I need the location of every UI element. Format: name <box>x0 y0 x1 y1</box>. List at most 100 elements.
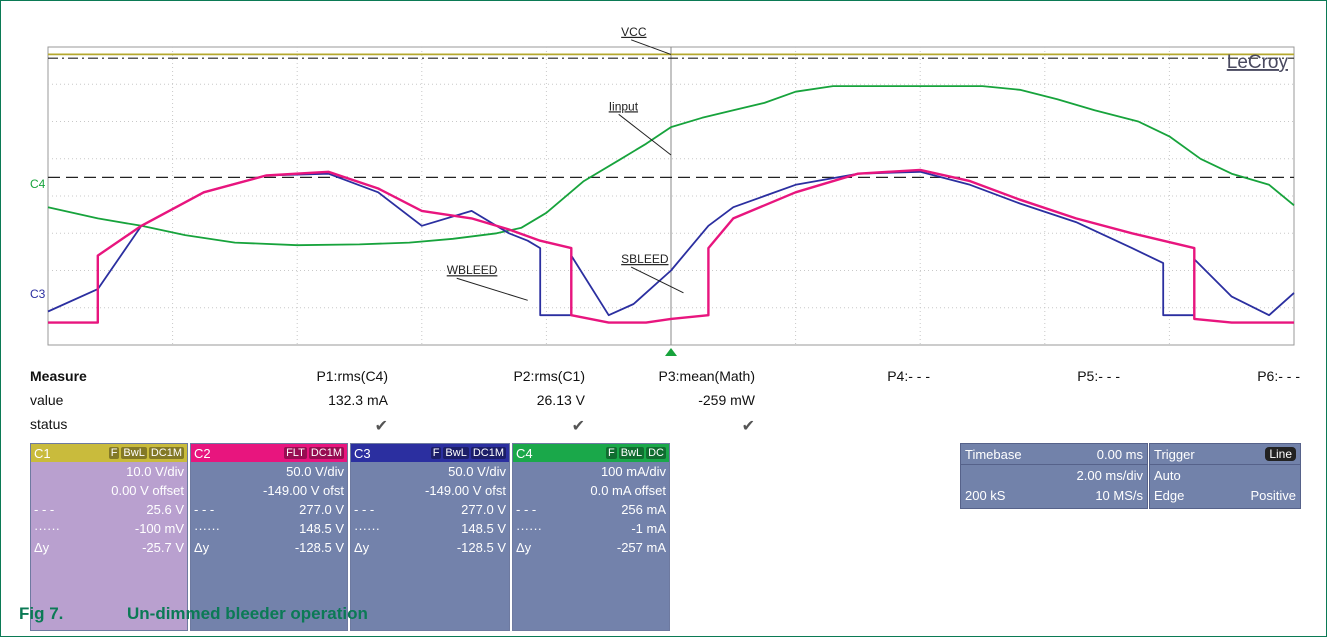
param-name-p5[interactable]: P5:- - - <box>1077 368 1120 384</box>
channel-offset: 0.0 mA offset <box>590 483 666 498</box>
dash-line-icon: - - - <box>34 502 55 517</box>
channel-scale: 100 mA/div <box>600 464 666 479</box>
timebase-label: Timebase <box>965 446 1022 462</box>
channel-dash2-value: -100 mV <box>134 521 184 536</box>
channel-scale: 50.0 V/div <box>448 464 506 479</box>
channel-tag: F <box>430 447 442 459</box>
channel-tag: FLT <box>284 447 307 459</box>
channel-dash1-value: 25.6 V <box>146 502 184 517</box>
param-name-p2[interactable]: P2:rms(C1) <box>513 368 585 384</box>
trace-wbleed <box>47 170 1295 317</box>
annotation-leader-iinput <box>618 113 672 156</box>
channel-dash2-value: 148.5 V <box>461 521 506 536</box>
channel-label: C2 <box>194 445 211 461</box>
param-value-p1: 132.3 mA <box>328 392 388 408</box>
check-icon-p3: ✔ <box>741 418 755 435</box>
timebase-delay: 0.00 ms <box>1096 446 1143 462</box>
trigger-label: Trigger <box>1154 446 1195 462</box>
dash-line-icon: - - - <box>194 502 215 517</box>
dotted-line-icon: ······ <box>354 521 380 536</box>
brand-logo: LeCroy <box>1227 52 1289 73</box>
annotation-wbleed: WBLEED <box>447 263 498 277</box>
channel-tag: BwL <box>443 447 469 459</box>
channel-offset: -149.00 V ofst <box>263 483 344 498</box>
measure-status-label: status <box>30 416 68 432</box>
timebase-samples: 200 kS <box>965 487 1006 503</box>
dotted-line-icon: ······ <box>194 521 220 536</box>
timebase-rate: 10 MS/s <box>1095 487 1143 503</box>
scope-display: VCC Iinput WBLEED SBLEED LeCroy C4 C3 <box>30 25 1295 356</box>
channel-tag: BwL <box>618 447 645 459</box>
dotted-line-icon: ······ <box>516 521 542 536</box>
annotation-leader-wbleed <box>456 277 528 301</box>
channel-marker-c4: C4 <box>30 177 46 191</box>
channel-dash2-value: -1 mA <box>631 521 666 536</box>
check-icon-p1: ✔ <box>374 418 388 435</box>
channel-delta-value: -257 mA <box>616 540 666 555</box>
annotation-leader-sbleed <box>630 266 684 294</box>
param-name-p4[interactable]: P4:- - - <box>887 368 930 384</box>
channel-tag: DC <box>646 447 666 459</box>
param-value-p2: 26.13 V <box>536 392 585 408</box>
annotation-sbleed: SBLEED <box>621 252 669 266</box>
trigger-slope: Positive <box>1250 487 1296 503</box>
trigger-type: Edge <box>1154 487 1185 503</box>
channel-delta-label: Δy <box>516 540 532 555</box>
measure-value-label: value <box>30 392 64 408</box>
trigger-mode: Auto <box>1154 467 1181 483</box>
measure-value-row: value 132.3 mA 26.13 V -259 mW <box>30 392 1300 412</box>
param-value-p3: -259 mW <box>698 392 755 408</box>
channel-label: C3 <box>354 445 371 461</box>
figure-number: Fig 7. <box>19 604 64 623</box>
timebase-per-div: 2.00 ms/div <box>1076 467 1143 483</box>
channel-label: C1 <box>34 445 51 461</box>
channel-delta-value: -128.5 V <box>294 540 344 555</box>
channel-delta-label: Δy <box>354 540 370 555</box>
measure-heading: Measure <box>30 368 87 384</box>
timebase-box[interactable]: Timebase 0.00 ms 2.00 ms/div 200 kS 10 M… <box>960 443 1148 509</box>
measure-panel: Measure P1:rms(C4) P2:rms(C1) P3:mean(Ma… <box>30 368 1300 436</box>
channel-delta-label: Δy <box>194 540 210 555</box>
channel-tag: DC1M <box>470 447 506 459</box>
channel-delta-label: Δy <box>34 540 50 555</box>
channel-delta-value: -128.5 V <box>456 540 506 555</box>
channel-box-2[interactable]: C2 FLT DC1M 50.0 V/div -149.00 V ofst - - - 27… <box>190 443 348 631</box>
trace-sbleed <box>48 168 1294 324</box>
figure-caption: Fig 7. Un-dimmed bleeder operation <box>19 604 368 624</box>
trace-iinput <box>47 85 1295 247</box>
channel-tag: DC1M <box>148 447 184 459</box>
channel-tag: F <box>605 447 617 459</box>
trigger-box[interactable]: Trigger Line Auto Edge Positive <box>1149 443 1301 509</box>
channel-offset: -149.00 V ofst <box>425 483 506 498</box>
scope-grid <box>48 47 1294 345</box>
channel-delta-value: -25.7 V <box>142 540 184 555</box>
channel-dash1-value: 277.0 V <box>299 502 344 517</box>
measure-header-row: Measure P1:rms(C4) P2:rms(C1) P3:mean(Ma… <box>30 368 1300 388</box>
param-name-p3[interactable]: P3:mean(Math) <box>658 368 755 384</box>
figure-title: Un-dimmed bleeder operation <box>127 604 368 623</box>
param-name-p1[interactable]: P1:rms(C4) <box>316 368 388 384</box>
channel-box-1[interactable]: C1 F BwL DC1M 10.0 V/div 0.00 V offset - - - 25… <box>30 443 188 631</box>
dash-line-icon: - - - <box>516 502 537 517</box>
channel-scale: 50.0 V/div <box>286 464 344 479</box>
annotation-iinput: Iinput <box>609 99 639 113</box>
annotation-vcc: VCC <box>621 25 647 39</box>
dash-line-icon: - - - <box>354 502 375 517</box>
channel-marker-c3: C3 <box>30 287 46 301</box>
channel-box-4[interactable]: C4 F BwL DC 100 mA/div 0.0 mA offset - - - 256 … <box>512 443 670 631</box>
channel-dash1-value: 277.0 V <box>461 502 506 517</box>
trace-annotations: VCC Iinput WBLEED SBLEED <box>447 25 684 301</box>
channel-tag: F <box>108 447 120 459</box>
dotted-line-icon: ······ <box>34 521 60 536</box>
channel-label: C4 <box>516 445 533 461</box>
channel-dash1-value: 256 mA <box>621 502 666 517</box>
annotation-leader-vcc <box>630 39 672 55</box>
trigger-position-marker <box>665 348 677 356</box>
channel-scale: 10.0 V/div <box>126 464 184 479</box>
channel-tag: BwL <box>121 447 147 459</box>
channel-dash2-value: 148.5 V <box>299 521 344 536</box>
check-icon-p2: ✔ <box>571 418 585 435</box>
param-name-p6[interactable]: P6:- - - <box>1257 368 1300 384</box>
measure-status-row: status ✔ ✔ ✔ <box>30 416 1300 436</box>
channel-box-3[interactable]: C3 F BwL DC1M 50.0 V/div -149.00 V ofst - - - 2… <box>350 443 510 631</box>
